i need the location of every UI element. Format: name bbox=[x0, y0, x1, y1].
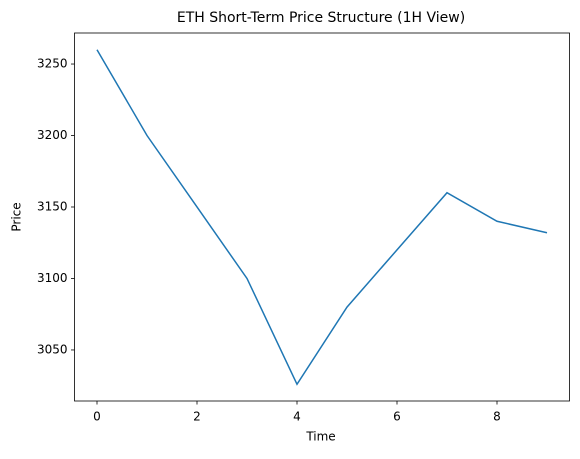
x-tick-label: 6 bbox=[393, 410, 401, 424]
x-tick-label: 2 bbox=[193, 410, 201, 424]
line bbox=[96, 49, 548, 386]
y-tick-label: 3100 bbox=[37, 271, 68, 285]
x-tick-label: 4 bbox=[293, 410, 301, 424]
y-axis-label: Price bbox=[10, 202, 24, 231]
y-tick-label: 3250 bbox=[37, 57, 68, 71]
y-tick-label: 3200 bbox=[37, 128, 68, 142]
y-tick-label: 3050 bbox=[37, 342, 68, 356]
chart-title: ETH Short-Term Price Structure (1H View) bbox=[177, 10, 465, 26]
x-tick-label: 0 bbox=[93, 410, 101, 424]
plot-frame bbox=[74, 32, 570, 402]
x-tick-label: 8 bbox=[493, 410, 501, 424]
y-tick-label: 3150 bbox=[37, 199, 68, 213]
x-axis-label: Time bbox=[305, 430, 335, 444]
